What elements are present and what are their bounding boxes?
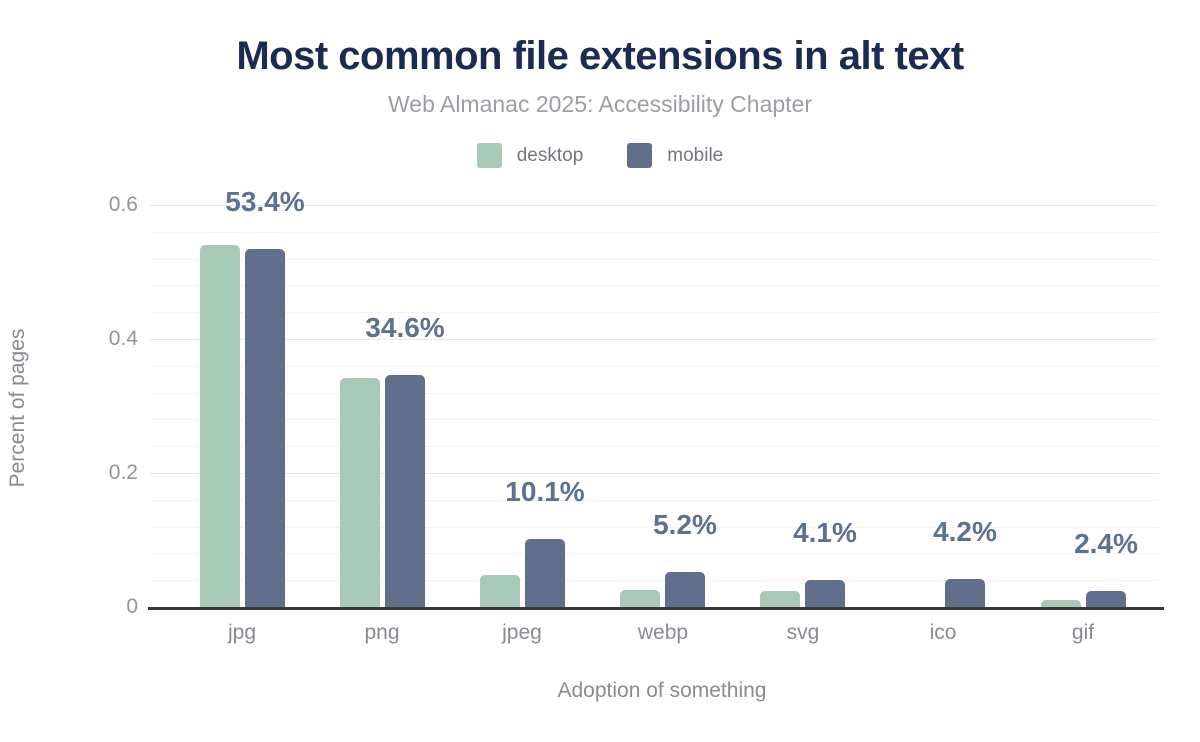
legend-swatch-mobile — [627, 143, 653, 168]
bar-value-label-svg: 4.1% — [793, 517, 857, 548]
y-tick-label: 0.2 — [108, 461, 138, 484]
bar-desktop-jpg — [200, 245, 240, 607]
gridline-minor — [150, 285, 1158, 286]
bar-mobile-webp — [665, 572, 705, 607]
bar-desktop-gif — [1041, 600, 1081, 607]
gridline-major — [150, 205, 1158, 206]
y-axis-title: Percent of pages — [6, 328, 29, 488]
bar-mobile-png — [385, 375, 425, 607]
gridline-minor — [150, 259, 1158, 260]
x-tick-label-webp: webp — [637, 621, 689, 644]
legend-item-mobile[interactable]: mobile — [627, 143, 723, 168]
gridline-minor — [150, 232, 1158, 233]
bar-mobile-ico — [945, 579, 985, 607]
gridline-minor — [150, 393, 1158, 394]
legend-swatch-desktop — [476, 143, 502, 168]
x-tick-label-svg: svg — [786, 621, 820, 644]
bar-value-label-jpeg: 10.1% — [505, 476, 585, 507]
bar-value-label-jpg: 53.4% — [225, 186, 305, 217]
x-tick-label-jpg: jpg — [227, 621, 257, 644]
bar-mobile-svg — [805, 580, 845, 607]
gridline-minor — [150, 446, 1158, 447]
x-tick-label-jpeg: jpeg — [502, 621, 542, 644]
gridline-minor — [150, 419, 1158, 420]
legend-label-mobile: mobile — [667, 144, 724, 166]
bar-value-label-png: 34.6% — [365, 312, 445, 343]
legend-item-desktop[interactable]: desktop — [476, 143, 584, 168]
y-tick-label: 0.6 — [108, 193, 138, 216]
gridline-minor — [150, 553, 1158, 554]
bar-desktop-jpeg — [480, 575, 520, 607]
bar-value-label-gif: 2.4% — [1074, 528, 1138, 559]
gridline-minor — [150, 527, 1158, 528]
y-tick-label: 0 — [126, 595, 138, 618]
bar-value-label-ico: 4.2% — [933, 516, 997, 547]
x-tick-label-png: png — [364, 621, 400, 644]
bar-desktop-svg — [760, 591, 800, 607]
gridline-minor — [150, 500, 1158, 501]
bar-mobile-jpg — [245, 249, 285, 607]
chart-subtitle: Web Almanac 2025: Accessibility Chapter — [387, 91, 813, 117]
gridline-minor — [150, 312, 1158, 313]
y-tick-label: 0.4 — [108, 327, 138, 350]
bar-mobile-jpeg — [525, 539, 565, 607]
x-axis-line — [148, 607, 1164, 610]
chart-title: Most common file extensions in alt text — [236, 34, 964, 78]
chart-legend: desktop mobile — [0, 143, 1200, 168]
x-axis-title: Adoption of something — [557, 679, 767, 702]
gridline-minor — [150, 580, 1158, 581]
bar-value-label-webp: 5.2% — [653, 509, 717, 540]
bar-desktop-png — [340, 378, 380, 607]
bar-desktop-webp — [620, 590, 660, 607]
gridline-major — [150, 473, 1158, 474]
gridline-minor — [150, 366, 1158, 367]
x-tick-label-ico: ico — [929, 621, 957, 644]
gridline-major — [150, 339, 1158, 340]
x-tick-label-gif: gif — [1071, 621, 1095, 644]
bar-mobile-gif — [1086, 591, 1126, 607]
legend-label-desktop: desktop — [516, 144, 584, 166]
